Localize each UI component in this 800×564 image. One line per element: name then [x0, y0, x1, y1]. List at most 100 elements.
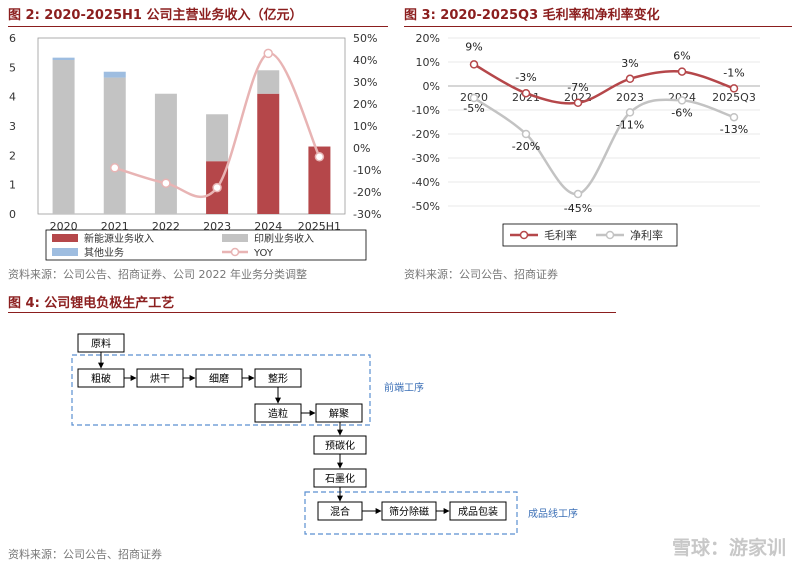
fig3-y-tick: -50%	[412, 200, 440, 213]
fig2-left-tick: 5	[9, 61, 16, 74]
fig4-title-rule	[8, 312, 616, 313]
fig2-bar	[103, 77, 126, 214]
svg-text:细磨: 细磨	[209, 372, 229, 385]
fig2-left-tick: 2	[9, 149, 16, 162]
fig2-yoy-point	[314, 152, 325, 162]
node-deagglomerate: 解聚	[315, 403, 363, 423]
fig3-x-tick: 2025Q3	[712, 91, 756, 104]
fig3-point	[573, 98, 583, 108]
fig3-point	[625, 74, 635, 84]
svg-text:原料: 原料	[91, 337, 111, 350]
fig2-legend-label: 其他业务	[84, 246, 124, 259]
fig2-legend-label: 印刷业务收入	[254, 232, 314, 245]
fig3-data-label: -11%	[616, 118, 644, 131]
fig2-yoy-point	[110, 163, 120, 173]
fig3-data-label: -3%	[515, 71, 536, 84]
fig2-title: 图 2: 2020-2025H1 公司主营业务收入（亿元）	[8, 8, 303, 23]
svg-text:造粒: 造粒	[268, 407, 288, 420]
fig3-point	[469, 93, 479, 103]
finish-line-label: 成品线工序	[528, 507, 578, 520]
fig3-y-tick: -10%	[412, 104, 440, 117]
fig3-source: 资料来源：公司公告、招商证券	[404, 268, 558, 281]
fig2-bar	[52, 57, 75, 60]
fig3-y-tick: 10%	[416, 56, 440, 69]
fig2-right-tick: -10%	[353, 164, 381, 177]
node-granulate: 造粒	[254, 403, 302, 423]
fig2-right-tick: -30%	[353, 208, 381, 221]
fig3-data-label: -5%	[463, 102, 484, 115]
fig3-data-label: 6%	[673, 50, 690, 63]
fig3-title: 图 3: 2020-2025Q3 毛利率和净利率变化	[404, 8, 660, 23]
node-crush: 粗破	[77, 368, 125, 388]
svg-text:混合: 混合	[330, 505, 350, 518]
svg-text:筛分除磁: 筛分除磁	[389, 505, 429, 518]
fig3-legend-swatch-point	[605, 230, 615, 240]
fig2-bar	[52, 60, 75, 214]
fig2-legend-swatch-point	[230, 247, 240, 257]
fig2-bar	[206, 114, 229, 162]
fig2-left-tick: 0	[9, 208, 16, 221]
node-grind: 细磨	[195, 368, 243, 388]
fig3-y-tick: 20%	[416, 32, 440, 45]
fig3-chart: -50%-40%-30%-20%-10%0%10%20%202020212022…	[412, 32, 760, 247]
fig2-legend-label: YOY	[253, 248, 274, 259]
fig3-data-label: 9%	[465, 40, 482, 53]
fig2-title-rule	[8, 26, 388, 27]
fig2-right-tick: 40%	[353, 54, 377, 67]
fig2-legend-swatch	[222, 234, 248, 242]
fig2-left-tick: 3	[9, 120, 16, 133]
fig4-title: 图 4: 公司锂电负极生产工艺	[8, 296, 175, 311]
fig2-source: 资料来源：公司公告、招商证券、公司 2022 年业务分类调整	[8, 268, 307, 281]
fig4-process-diagram: 前端工序 成品线工序 原料 粗破 烘干 细磨 整形 造粒 解聚 预碳化 石墨化 …	[71, 333, 578, 535]
fig2-chart: 0123456-30%-20%-10%0%10%20%30%40%50%2020…	[9, 32, 381, 261]
fig3-legend-label: 净利率	[630, 228, 663, 242]
process-arrows	[98, 352, 450, 514]
fig3-point	[729, 112, 739, 122]
node-dry: 烘干	[136, 368, 184, 388]
finish-line-group	[304, 491, 518, 535]
fig3-x-tick: 2021	[512, 91, 540, 104]
fig3-y-tick: -20%	[412, 128, 440, 141]
svg-text:解聚: 解聚	[329, 407, 349, 420]
fig2-bar	[257, 70, 280, 94]
fig3-y-tick: -30%	[412, 152, 440, 165]
front-process-label: 前端工序	[384, 381, 424, 394]
fig3-legend-label: 毛利率	[544, 228, 577, 242]
fig3-y-tick: -40%	[412, 176, 440, 189]
svg-text:成品包装: 成品包装	[458, 505, 498, 518]
fig2-bar	[308, 146, 331, 214]
fig3-legend-frame	[502, 223, 678, 247]
fig2-right-tick: 0%	[353, 142, 370, 155]
fig3-data-label: -20%	[512, 140, 540, 153]
fig2-plot-frame	[37, 37, 346, 215]
watermark: 雪球：游家训	[671, 537, 786, 559]
fig3-y-tick: 0%	[423, 80, 440, 93]
fig3-data-label: -1%	[723, 66, 744, 79]
svg-text:预碳化: 预碳化	[325, 439, 355, 452]
fig2-bar	[103, 71, 126, 78]
fig3-data-label: -13%	[720, 123, 748, 136]
fig2-legend-swatch	[52, 234, 78, 242]
fig2-bar	[154, 93, 177, 214]
fig3-legend-swatch-point	[519, 230, 529, 240]
node-graphitize: 石墨化	[313, 468, 367, 488]
node-pack: 成品包装	[449, 501, 507, 521]
svg-text:整形: 整形	[268, 372, 288, 385]
fig3-data-label: 3%	[621, 57, 638, 70]
fig2-yoy-point	[161, 178, 171, 188]
fig2-left-tick: 1	[9, 179, 16, 192]
fig2-legend-swatch	[52, 248, 78, 256]
fig3-title-rule	[404, 26, 792, 27]
fig3-point	[573, 189, 583, 199]
fig2-left-tick: 6	[9, 32, 16, 45]
fig3-point	[677, 96, 687, 105]
node-mix: 混合	[317, 501, 363, 521]
fig3-data-label: -7%	[567, 81, 588, 94]
fig3-point	[729, 84, 739, 93]
fig3-data-label: -45%	[564, 202, 592, 215]
fig2-yoy-point	[212, 182, 222, 193]
fig3-point	[521, 88, 531, 98]
fig3-point	[625, 108, 635, 117]
fig2-right-tick: 50%	[353, 32, 377, 45]
fig2-legend-frame	[45, 229, 367, 261]
